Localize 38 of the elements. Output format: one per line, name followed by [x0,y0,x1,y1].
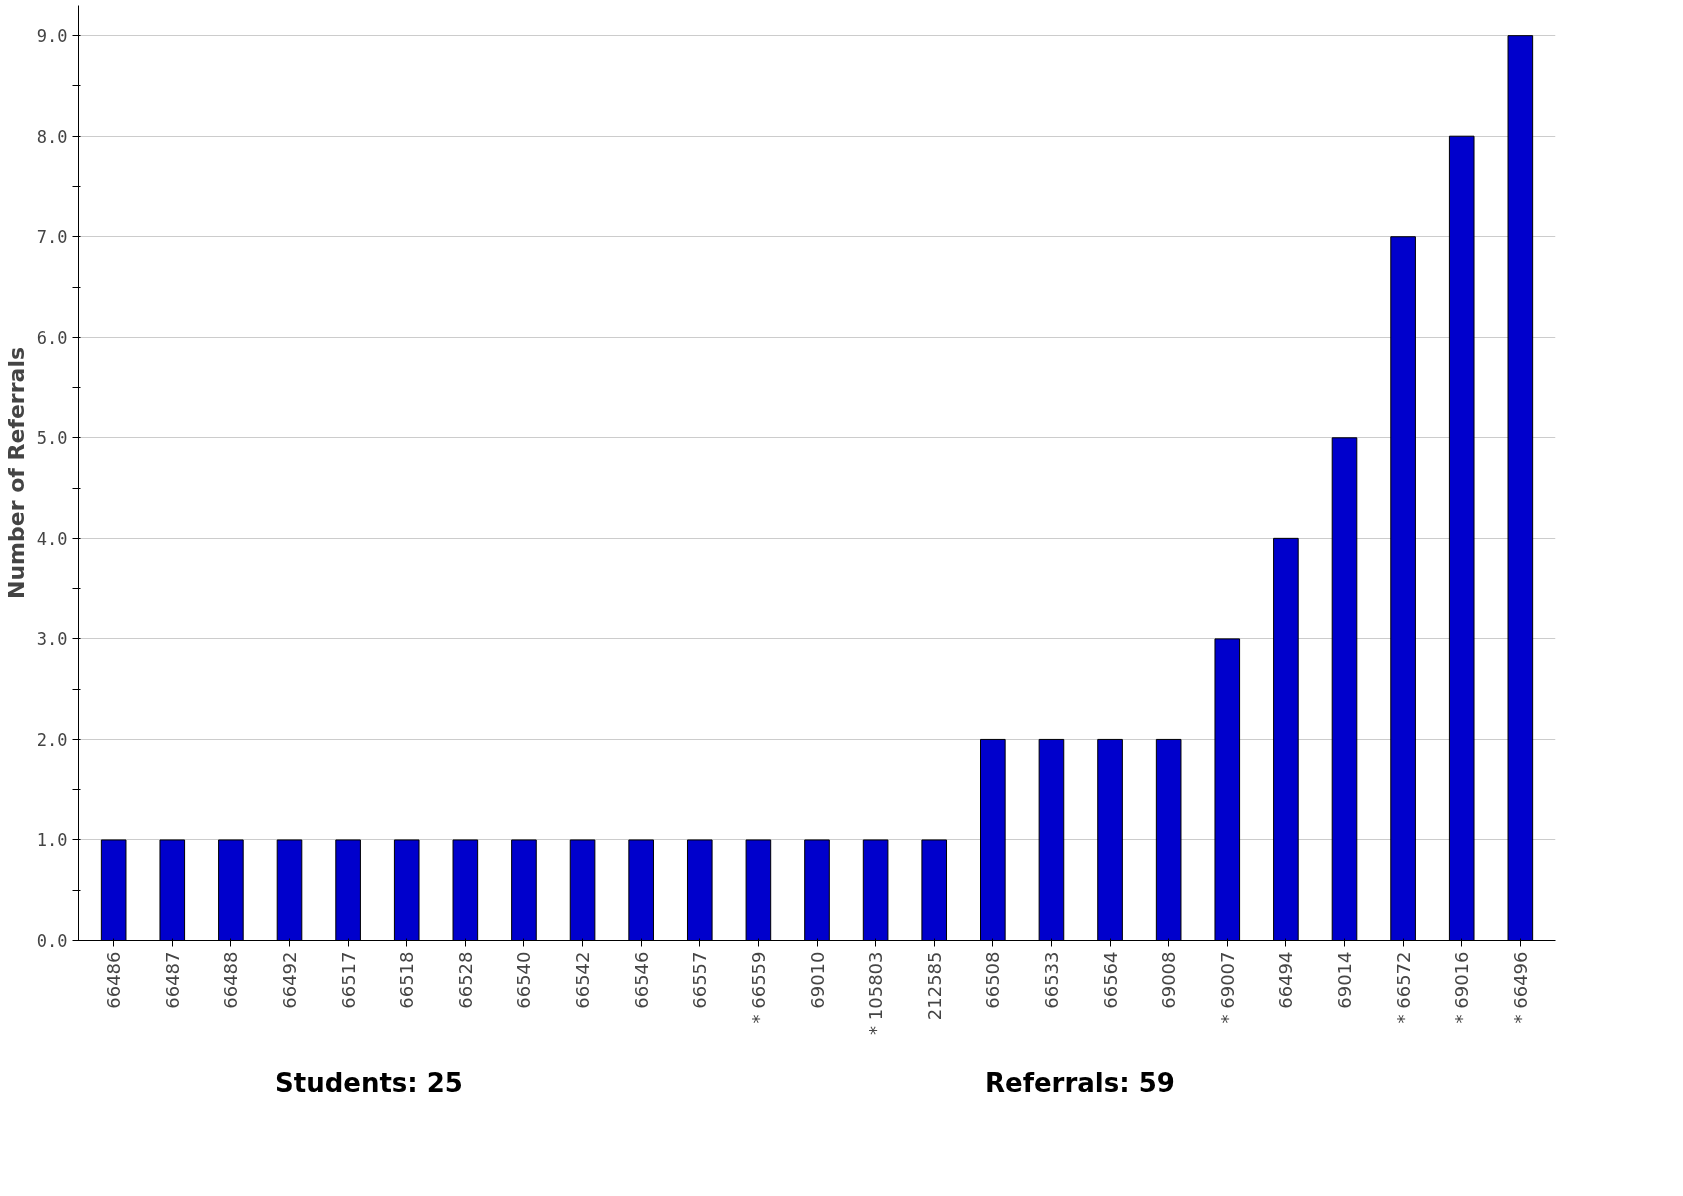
x-tick-label: 66517 [337,951,359,1009]
y-tick-label: 2.0 [36,729,68,750]
x-tick-label: 66508 [982,951,1004,1009]
x-tick-label: 69014 [1334,951,1355,1009]
y-tick-label: 0.0 [36,931,68,951]
text: Referrals: 59 [985,1067,1175,1100]
x-tick-label: 66488 [220,951,242,1009]
y-tick-label: 4.0 [36,528,68,549]
y-axis-title: Number of Referrals [3,346,29,600]
x-tick-label: * 66496 [1509,951,1531,1024]
x-tick-label: 66564 [1099,951,1121,1009]
x-tick-label: 66494 [1275,951,1297,1009]
x-tick-label: 69008 [1158,951,1180,1009]
x-tick-label: * 66559 [747,951,769,1024]
y-tick-label: 5.0 [36,428,68,449]
y-tick-label: 6.0 [36,327,68,348]
y-tick-label: 7.0 [36,227,68,248]
x-tick-label: 66542 [572,951,594,1009]
x-tick-label: * 69016 [1451,951,1473,1024]
y-tick-label: 3.0 [36,629,68,650]
x-tick-label: * 105803 [865,951,887,1035]
y-tick-label: 8.0 [36,126,68,147]
y-tick-label: 1.0 [36,830,68,851]
x-tick-label: 66492 [279,951,300,1009]
x-tick-label: 66528 [454,951,476,1009]
x-tick-label: 66486 [103,951,125,1009]
x-tick-label: 66518 [396,951,418,1009]
x-tick-label: 66533 [1040,951,1062,1009]
x-tick-label: 66546 [630,951,652,1009]
y-tick-label: 9.0 [36,26,68,47]
x-tick-label: 69010 [806,951,828,1009]
x-tick-label: 66487 [161,951,183,1009]
x-tick-label: 66540 [513,951,535,1009]
x-tick-label: 66557 [689,951,711,1009]
x-tick-label: * 69007 [1216,951,1238,1024]
x-tick-label: * 66572 [1392,951,1414,1024]
text: Students: 25 [275,1067,463,1100]
x-tick-label: 212585 [923,951,945,1021]
